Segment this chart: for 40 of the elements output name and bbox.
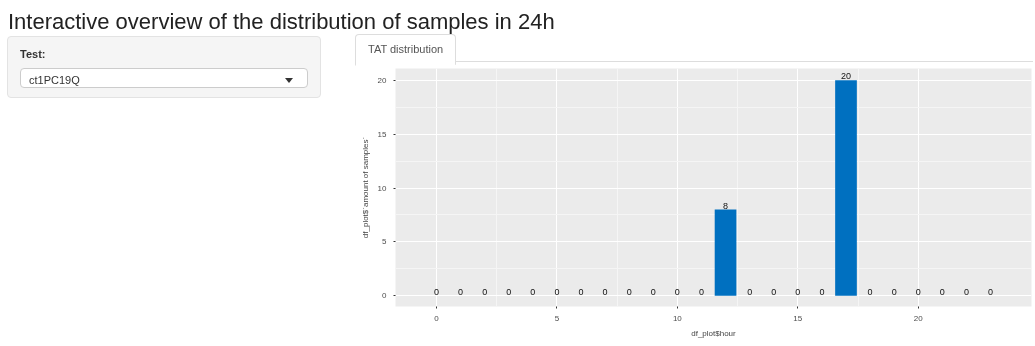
data-label: 0 [963,286,969,297]
text: Test: [20,47,47,62]
data-label: 0 [554,286,560,297]
data-label: 0 [915,286,921,297]
x-axis-title: df_plot$hour [691,328,737,338]
y-tick-label: 15 [377,129,388,139]
x-tick-label: 15 [793,313,803,323]
data-label: 0 [988,286,994,297]
data-label: 8 [723,200,729,211]
x-tick-label: 20 [913,313,924,323]
data-label: 0 [939,286,945,297]
data-label: 0 [674,286,680,297]
data-label: 0 [626,286,632,297]
data-label: 0 [747,286,753,297]
y-tick-label: 5 [382,237,388,247]
y-tick-label: 20 [377,75,388,85]
data-label: 0 [578,286,584,297]
x-tick-label: 5 [554,313,560,323]
data-label: 0 [867,286,873,297]
data-label: 0 [482,286,488,297]
data-label: 0 [506,286,512,297]
data-label: 0 [650,286,656,297]
data-label: 20 [840,71,852,82]
y-tick-label: 10 [377,183,388,193]
text: TAT distribution [355,34,457,66]
data-label: 0 [458,286,464,297]
y-tick-label: 0 [382,291,388,301]
data-label: 0 [891,286,897,297]
data-label: 0 [819,286,825,297]
y-axis-title: df_plot$`amount of samples` [360,136,370,239]
x-tick-label: 0 [434,313,440,323]
text: ct1PC19Q [20,67,308,88]
data-label: 0 [530,286,536,297]
chart-title: Interactive overview of the distribution of samples in 24h [8,8,555,36]
data-label: 0 [433,286,439,297]
data-label: 0 [795,286,801,297]
data-label: 0 [698,286,704,297]
x-tick-label: 10 [672,313,683,323]
data-label: 0 [771,286,777,297]
data-label: 0 [602,286,608,297]
